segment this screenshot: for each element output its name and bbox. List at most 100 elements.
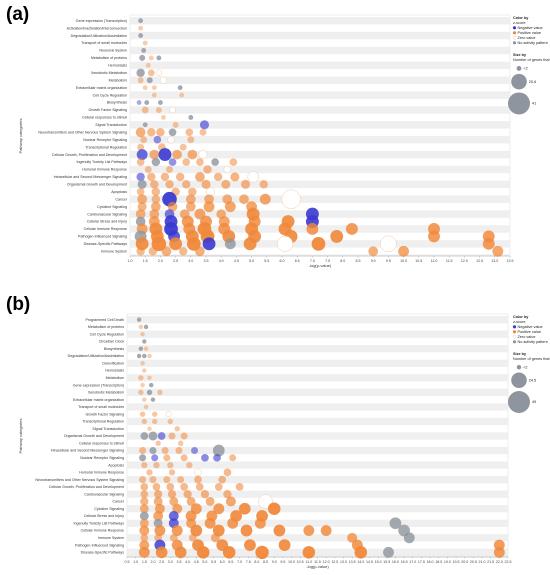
category-label-immune-system: Immune System	[98, 536, 124, 540]
x-tick-label: 4.0	[185, 560, 190, 564]
bubble-point	[311, 236, 326, 251]
bubble-point	[227, 517, 239, 529]
row-band	[130, 46, 510, 55]
category-label-cardiovascular-signaling: Cardiovascular Signaling	[87, 212, 127, 216]
bubble-point	[136, 247, 145, 256]
bubble-point	[398, 245, 410, 257]
category-label-humoral-immune-response: Humoral Immune Response	[82, 168, 127, 172]
bubble-point	[178, 247, 188, 256]
bubble-point	[135, 209, 146, 219]
row-band	[127, 374, 508, 382]
x-tick-label: 7.0	[237, 560, 242, 564]
bubble-point	[188, 533, 197, 542]
category-label-activation-inactivation-interconversion: Activation/Inactivation/Interconversion	[67, 26, 127, 30]
category-label-metabolism: Metabolism	[106, 376, 124, 380]
bubble-point	[223, 490, 232, 499]
bubble-point	[168, 432, 176, 440]
row-band	[130, 150, 510, 159]
bubble-point	[201, 179, 211, 189]
bubble-point	[169, 533, 178, 542]
x-tick-label: 21.5	[487, 560, 494, 564]
x-tick-label: 2.5	[159, 560, 164, 564]
x-tick-label: 2.0	[158, 259, 163, 263]
bubble-point	[144, 166, 152, 173]
bubble-point	[210, 533, 220, 543]
bubble-point	[148, 247, 158, 256]
x-tick-label: 10.0	[400, 259, 407, 263]
x-tick-label: 4.0	[219, 259, 224, 263]
row-band	[130, 210, 510, 218]
x-tick-label: 18.0	[427, 560, 434, 564]
bubble-point	[230, 172, 240, 182]
bubble-point	[145, 62, 151, 68]
x-tick-label: 4.5	[194, 560, 199, 564]
bubble-point	[168, 511, 179, 521]
bubble-point	[229, 158, 238, 166]
bubble-point	[138, 346, 144, 351]
category-label-cell-cycle-regulation: Cell Cycle Regulation	[93, 93, 127, 97]
bubble-point	[140, 136, 148, 144]
bubble-point	[199, 120, 210, 130]
panel-label-b: (b)	[6, 294, 31, 315]
bubble-point	[156, 128, 165, 137]
x-tick-label: 11.0	[305, 560, 312, 564]
bubble-point	[174, 546, 187, 559]
category-label-signal-transduction: Signal Transduction	[95, 123, 127, 127]
bubble-point	[306, 223, 319, 235]
bubble-point	[196, 158, 204, 166]
x-tick-label: 3.5	[176, 560, 181, 564]
x-tick-label: 5.5	[264, 259, 269, 263]
category-label-metabolism-of-proteins: Metabolism of proteins	[88, 325, 124, 329]
category-label-growth-factor-signaling: Growth Factor Signaling	[85, 412, 124, 416]
bubble-point	[140, 497, 149, 506]
row-band	[127, 519, 508, 527]
category-label-intracellular-and-second-messenger-signaling: Intracellular and Second Messenger Signa…	[54, 175, 127, 179]
bubble-point	[179, 143, 187, 151]
bubble-point	[139, 447, 147, 455]
category-label-pathogen-influenced-signaling: Pathogen-Influenced Signaling	[78, 235, 127, 239]
x-tick-label: 18.5	[435, 560, 442, 564]
bubble-point	[267, 502, 281, 516]
bubble-point	[142, 40, 148, 46]
category-label-cytokine-signaling: Cytokine Signaling	[94, 507, 124, 511]
bubble-point	[492, 245, 504, 257]
row-band	[127, 432, 508, 440]
bubble-point	[345, 223, 358, 235]
bubble-point	[139, 454, 147, 462]
bubble-point	[147, 375, 152, 381]
bubble-point	[153, 135, 162, 144]
bubble-point	[203, 201, 215, 213]
bubble-point	[347, 532, 358, 543]
bubble-point	[155, 546, 168, 559]
y-axis-title: Pathway categories	[18, 119, 23, 154]
bubble-point	[159, 76, 168, 84]
bubble-point	[140, 490, 149, 499]
bubble-point	[151, 85, 157, 91]
row-band	[130, 165, 510, 174]
bubble-point	[185, 128, 194, 137]
x-tick-label: 2.0	[150, 560, 155, 564]
category-label-nuclear-receptor-signaling: Nuclear Receptor Signaling	[80, 456, 124, 460]
x-tick-label: 3.5	[204, 259, 209, 263]
bubble-point	[196, 546, 210, 559]
row-band	[130, 106, 510, 114]
bubble-point	[190, 524, 203, 537]
bubble-point	[368, 246, 379, 257]
row-band	[127, 316, 508, 324]
bubble-point	[493, 546, 505, 558]
bubble-point	[167, 201, 178, 212]
x-tick-label: 1.0	[133, 560, 138, 564]
bubble-point	[254, 517, 266, 529]
row-band	[127, 446, 508, 455]
category-label-cellular-responses-to-stimuli: Cellular responses to stimuli	[79, 441, 124, 445]
legend-color-title: Color by	[513, 315, 529, 319]
bubble-point	[235, 483, 244, 491]
legend-color-item: Zero value	[518, 335, 536, 339]
bubble-point	[141, 418, 148, 425]
bubble-point	[243, 237, 257, 251]
x-tick-label: 17.0	[409, 560, 416, 564]
x-tick-label: 22.0	[496, 560, 503, 564]
x-tick-label: 13.5	[507, 259, 514, 263]
category-label-neurotransmitters-and-other-nervous-system-signaling: Neurotransmitters and Other Nervous Syst…	[35, 478, 124, 482]
category-label-gene-expression-transcription: Gene expression (Transcription)	[73, 383, 124, 387]
